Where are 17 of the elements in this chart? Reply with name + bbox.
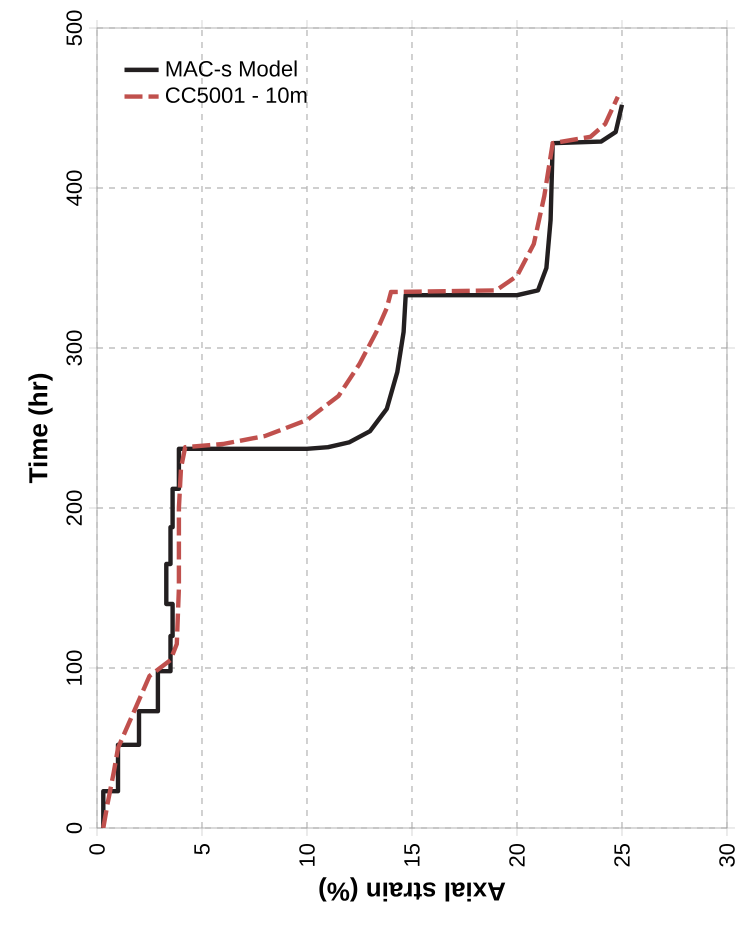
- x-tick-label: 25: [614, 844, 630, 866]
- y-tick-label: 100: [66, 650, 82, 685]
- x-axis-title: Axial strain (%): [319, 877, 506, 902]
- y-tick-label: 300: [66, 330, 82, 366]
- x-tick-label: 20: [509, 844, 525, 866]
- legend-label: MAC-s Model: [166, 60, 296, 77]
- y-tick-label: 500: [66, 10, 82, 46]
- y-tick-label: 200: [66, 490, 82, 526]
- x-tick-label: 5: [194, 844, 210, 854]
- y-axis-title: Time (hr): [28, 374, 52, 484]
- y-tick-label: 400: [66, 170, 82, 206]
- x-tick-label: 10: [299, 844, 315, 866]
- x-tick-label: 30: [719, 844, 735, 867]
- y-tick-label: 0: [66, 822, 82, 834]
- x-tick-label: 15: [404, 844, 420, 866]
- legend-label: CC5001 - 10m: [166, 87, 306, 103]
- x-tick-label: 0: [89, 844, 105, 854]
